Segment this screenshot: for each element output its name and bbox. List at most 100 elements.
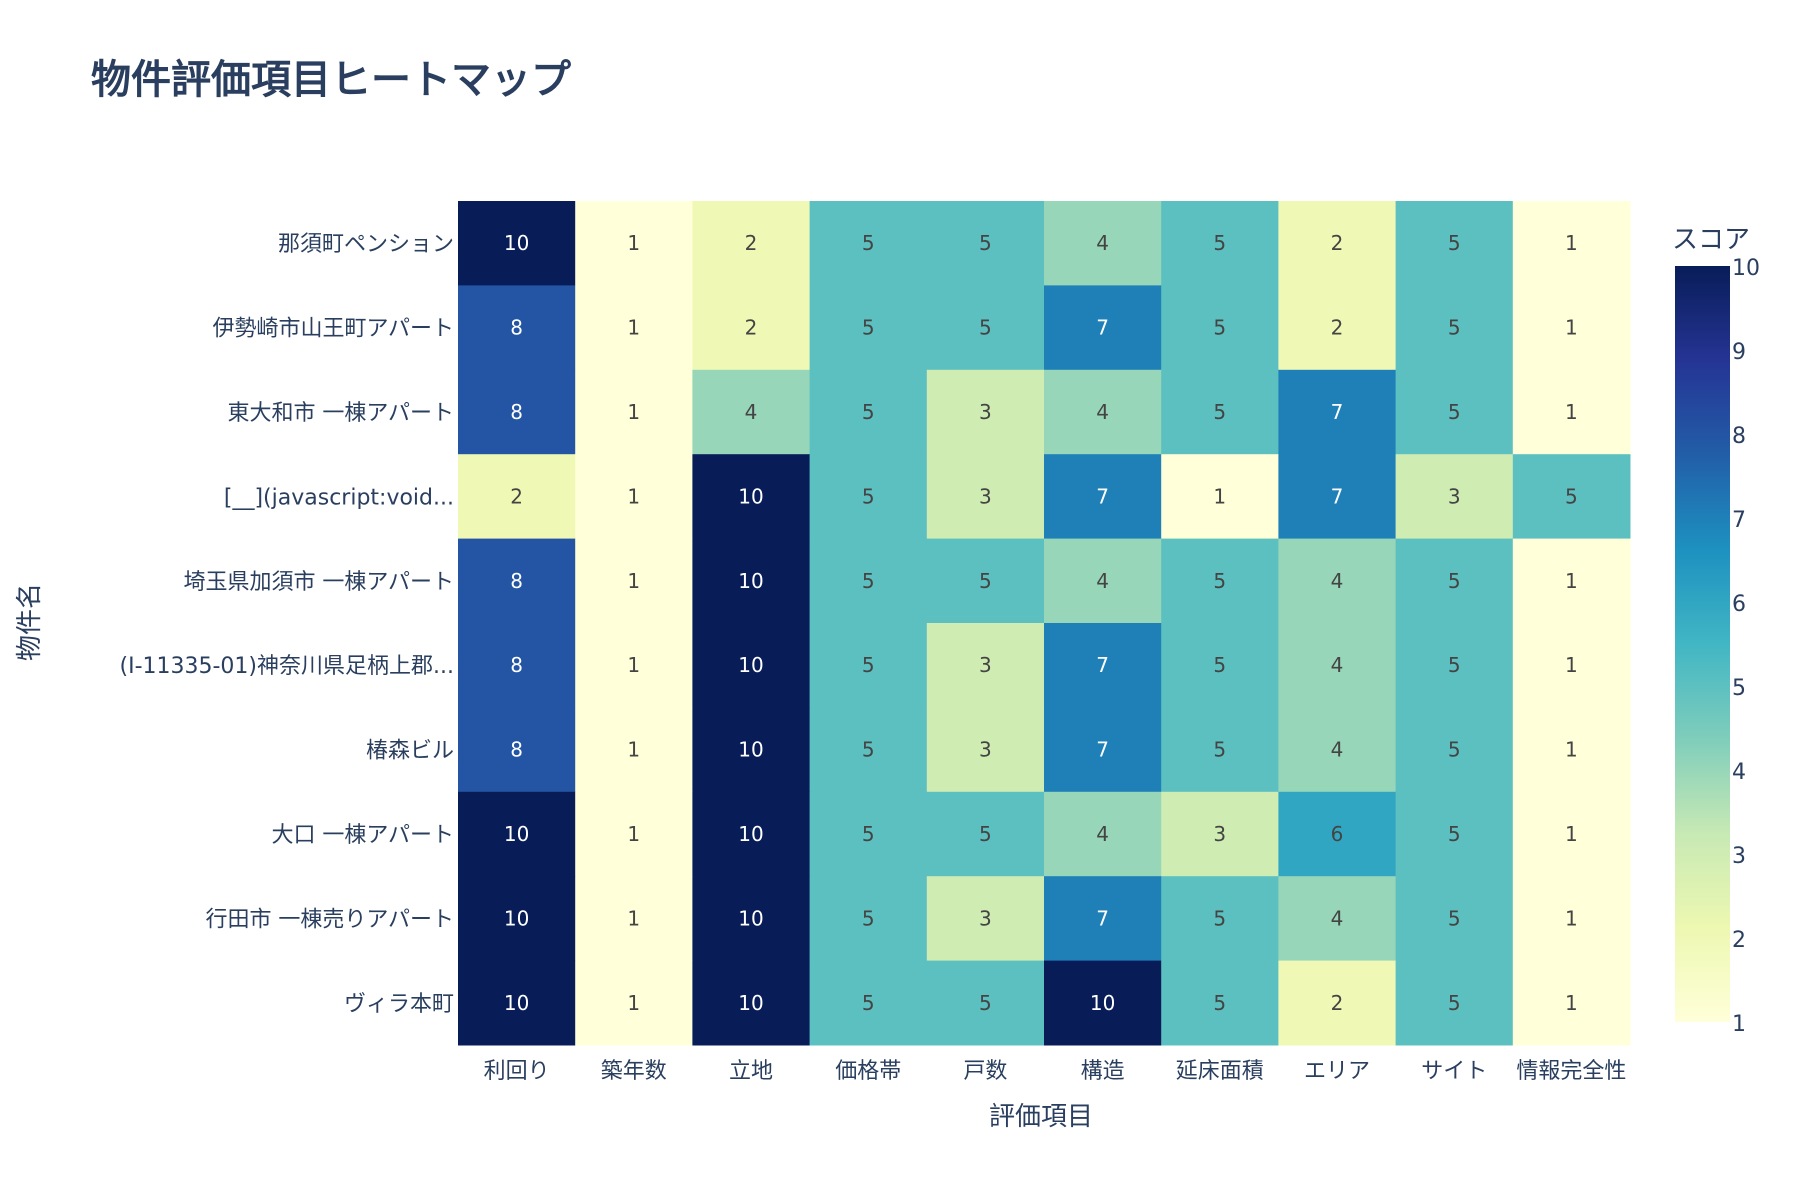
heatmap-cell xyxy=(1044,285,1162,371)
y-tick-label: 伊勢崎市山王町アパート xyxy=(212,317,454,342)
y-tick-label: 大口 一棟アパート xyxy=(271,823,454,848)
cell-value-label: 2 xyxy=(1331,316,1344,340)
cell-value-label: 10 xyxy=(1090,991,1115,1015)
cell-value-label: 2 xyxy=(1331,231,1344,255)
cell-value-label: 7 xyxy=(1096,906,1109,930)
heatmap-cell xyxy=(926,623,1045,708)
heatmap-cell xyxy=(692,369,811,455)
cell-value-label: 1 xyxy=(1565,991,1578,1015)
y-tick-label: 東大和市 一棟アパート xyxy=(227,401,454,426)
heatmap-cell xyxy=(1161,454,1279,540)
y-tick-label: (I-11335-01)神奈川県足柄上郡... xyxy=(120,654,455,679)
heatmap-cell xyxy=(1512,623,1631,708)
heatmap-cell xyxy=(926,960,1045,1046)
cell-value-label: 5 xyxy=(1213,991,1226,1015)
cell-value-label: 5 xyxy=(1448,822,1461,846)
heatmap-cell xyxy=(1161,201,1279,286)
heatmap-cell xyxy=(575,454,693,540)
cell-value-label: 1 xyxy=(1565,316,1578,340)
heatmap-cell xyxy=(575,791,693,877)
heatmap-cell xyxy=(1161,623,1279,708)
colorbar-tick-label: 10 xyxy=(1732,256,1760,281)
heatmap-cell xyxy=(1395,960,1514,1046)
cell-value-label: 6 xyxy=(1331,822,1344,846)
heatmap-cell xyxy=(692,538,811,624)
cell-value-label: 5 xyxy=(862,400,875,424)
cell-value-label: 7 xyxy=(1096,738,1109,762)
heatmap-cell xyxy=(926,285,1045,371)
heatmap-cell xyxy=(926,369,1045,455)
heatmap-cell xyxy=(458,285,576,371)
cell-value-label: 1 xyxy=(1565,738,1578,762)
heatmap-cell xyxy=(1278,201,1397,286)
heatmap-cell xyxy=(1278,623,1397,708)
colorbar-tick-label: 2 xyxy=(1732,928,1746,953)
heatmap-cell xyxy=(692,791,811,877)
heatmap-cell xyxy=(1278,538,1397,624)
cell-value-label: 8 xyxy=(510,653,523,677)
cell-value-label: 5 xyxy=(1448,569,1461,593)
colorbar-ticks: 1 2 3 4 5 6 7 8 9 10 xyxy=(1732,256,1760,1037)
heatmap-cell xyxy=(692,454,811,540)
cell-value-label: 4 xyxy=(1096,569,1109,593)
cell-value-label: 3 xyxy=(1213,822,1226,846)
heatmap-cell xyxy=(458,960,576,1046)
heatmap-cell xyxy=(1278,454,1397,540)
cell-value-label: 4 xyxy=(745,400,758,424)
colorbar-title: スコア xyxy=(1672,225,1750,255)
cell-value-label: 1 xyxy=(1213,484,1226,508)
y-tick-label: 行田市 一棟売りアパート xyxy=(205,907,454,932)
heatmap-cell xyxy=(1044,201,1162,286)
heatmap-cell xyxy=(575,707,693,793)
heatmap-cell xyxy=(1161,791,1279,877)
heatmap-cell xyxy=(1044,538,1162,624)
cell-value-label: 10 xyxy=(738,569,763,593)
cell-value-label: 3 xyxy=(979,653,992,677)
heatmap-cell xyxy=(926,791,1045,877)
heatmap-cell xyxy=(926,201,1045,286)
heatmap-cell xyxy=(1278,285,1397,371)
y-tick-label: [__](javascript:void... xyxy=(224,485,454,510)
x-tick-label: 延床面積 xyxy=(1176,1059,1264,1084)
colorbar-tick-label: 1 xyxy=(1732,1012,1746,1037)
heatmap-cell xyxy=(1278,960,1397,1046)
heatmap-cell xyxy=(809,876,928,962)
heatmap-cell xyxy=(809,707,928,793)
heatmap-cell xyxy=(809,285,928,371)
cell-value-label: 5 xyxy=(862,738,875,762)
cell-value-label: 5 xyxy=(1448,738,1461,762)
heatmap-cell xyxy=(692,960,811,1046)
y-tick-label: 椿森ビル xyxy=(366,739,454,764)
heatmap-cell xyxy=(1512,707,1631,793)
colorbar-tick-label: 4 xyxy=(1732,760,1746,785)
cell-value-label: 1 xyxy=(627,653,640,677)
heatmap-cell xyxy=(809,791,928,877)
heatmap-cell xyxy=(1161,707,1279,793)
heatmap-cell xyxy=(926,454,1045,540)
heatmap-cell xyxy=(1161,876,1279,962)
heatmap-cell xyxy=(1395,876,1514,962)
cell-value-label: 5 xyxy=(979,316,992,340)
cell-value-label: 10 xyxy=(738,991,763,1015)
cell-value-label: 8 xyxy=(510,569,523,593)
cell-value-label: 2 xyxy=(745,316,758,340)
heatmap-cell xyxy=(458,454,576,540)
x-tick-label: 戸数 xyxy=(963,1059,1007,1084)
x-tick-label: 情報完全性 xyxy=(1516,1059,1626,1084)
cell-value-label: 5 xyxy=(1213,653,1226,677)
cell-value-label: 1 xyxy=(627,822,640,846)
heatmap-cell xyxy=(1395,454,1514,540)
cell-value-label: 5 xyxy=(1213,231,1226,255)
colorbar-tick-label: 7 xyxy=(1732,508,1746,533)
cell-value-label: 1 xyxy=(1565,231,1578,255)
cell-value-label: 1 xyxy=(1565,653,1578,677)
cell-value-label: 5 xyxy=(1448,906,1461,930)
cell-value-label: 4 xyxy=(1331,738,1344,762)
heatmap-cell xyxy=(809,454,928,540)
cell-value-label: 5 xyxy=(1213,738,1226,762)
heatmap-cell xyxy=(1044,623,1162,708)
cell-value-label: 3 xyxy=(1448,484,1461,508)
x-tick-label: 築年数 xyxy=(601,1059,667,1084)
heatmap-cell xyxy=(575,369,693,455)
heatmap-cell xyxy=(1044,707,1162,793)
